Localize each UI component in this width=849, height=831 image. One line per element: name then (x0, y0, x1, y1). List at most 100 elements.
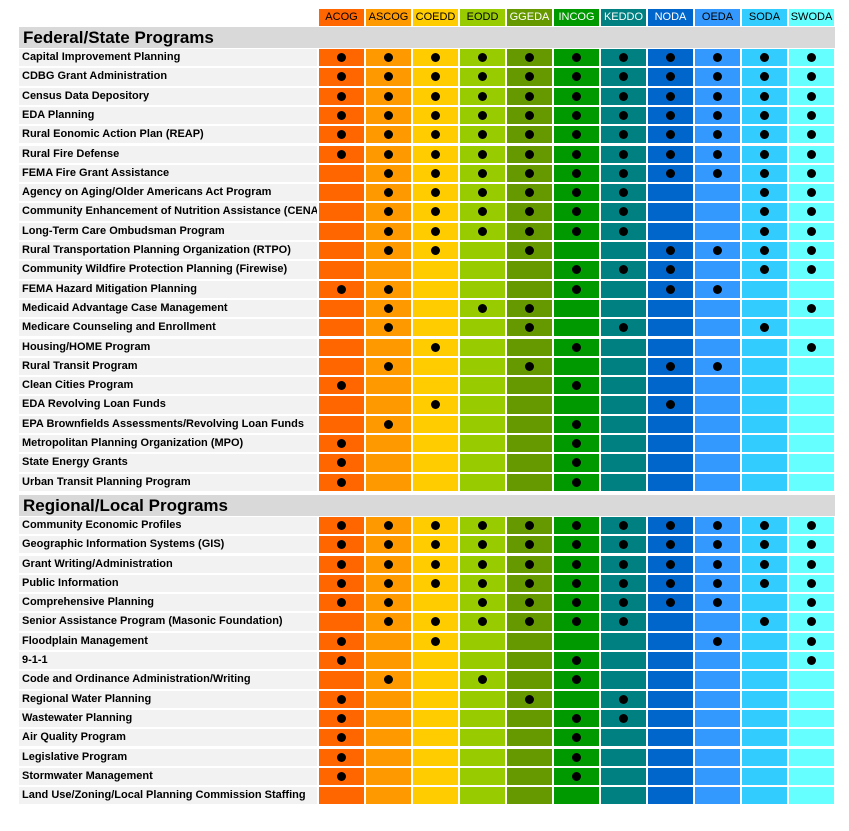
cell (319, 594, 364, 612)
cell (742, 68, 787, 86)
row-label: Floodplain Management (19, 632, 317, 650)
cell (648, 536, 693, 554)
cell (789, 242, 834, 260)
cell (695, 594, 740, 612)
dot (478, 91, 487, 101)
dot (666, 265, 675, 275)
cell (319, 106, 364, 125)
dot (713, 578, 722, 588)
dot (431, 207, 440, 217)
cell (366, 671, 411, 689)
cell (460, 748, 505, 766)
cell (507, 454, 552, 472)
cell (554, 87, 599, 105)
cell (601, 357, 646, 376)
cell (601, 280, 646, 298)
row-label: Comprehensive Planning (19, 594, 317, 612)
dot (666, 520, 675, 530)
dot (384, 578, 393, 588)
cell (460, 164, 505, 183)
cell (319, 787, 364, 805)
cell (601, 690, 646, 708)
cell (319, 299, 364, 318)
dot (807, 72, 816, 82)
cell (366, 454, 411, 472)
cell (413, 574, 458, 593)
cell (507, 415, 552, 433)
cell (695, 435, 740, 453)
cell (319, 357, 364, 376)
cell (742, 203, 787, 221)
cell (413, 652, 458, 670)
cell (460, 68, 505, 86)
cell (554, 787, 599, 805)
cell (601, 261, 646, 279)
row-label: Stormwater Management (19, 767, 317, 786)
cell (789, 280, 834, 298)
dot (478, 540, 487, 550)
dot (619, 598, 628, 608)
dot (807, 149, 816, 159)
cell (554, 396, 599, 414)
cell (507, 473, 552, 491)
dot (525, 303, 534, 313)
cell (789, 299, 834, 318)
cell (695, 415, 740, 433)
cell (507, 555, 552, 573)
cell (789, 671, 834, 689)
cell (319, 709, 364, 728)
cell (460, 613, 505, 631)
row-label: Senior Assistance Program (Masonic Found… (19, 613, 317, 631)
cell (695, 729, 740, 747)
cell (601, 767, 646, 786)
cell (319, 748, 364, 766)
dot (525, 110, 534, 120)
cell (366, 613, 411, 631)
dot (525, 694, 534, 704)
dot (431, 400, 440, 410)
cell (554, 106, 599, 125)
dot (713, 110, 722, 120)
cell (742, 222, 787, 240)
dot (666, 540, 675, 550)
cell (507, 613, 552, 631)
cell (507, 242, 552, 260)
dot (666, 110, 675, 120)
row-label: CDBG Grant Administration (19, 68, 317, 86)
cell (554, 261, 599, 279)
cell (366, 396, 411, 414)
cell (460, 338, 505, 356)
dot (337, 656, 346, 665)
cell (601, 652, 646, 670)
dot (572, 578, 581, 588)
dot (572, 381, 581, 391)
dot (337, 771, 346, 781)
dot (525, 130, 534, 140)
cell (413, 299, 458, 318)
column-header: ACOG (319, 9, 364, 26)
cell (554, 671, 599, 689)
dot (337, 752, 346, 762)
cell (460, 652, 505, 670)
dot (572, 130, 581, 140)
cell (460, 671, 505, 689)
dot (384, 419, 393, 429)
cell (789, 377, 834, 395)
cell (789, 184, 834, 202)
cell (460, 261, 505, 279)
cell (413, 242, 458, 260)
cell (554, 415, 599, 433)
dot (666, 72, 675, 82)
cell (460, 280, 505, 298)
row-label: Long-Term Care Ombudsman Program (19, 222, 317, 240)
dot (572, 713, 581, 723)
dot (619, 713, 628, 723)
cell (742, 671, 787, 689)
dot (337, 578, 346, 588)
dot (525, 53, 534, 62)
cell (366, 767, 411, 786)
cell (413, 396, 458, 414)
dot (525, 91, 534, 101)
cell (554, 68, 599, 86)
cell (460, 87, 505, 105)
